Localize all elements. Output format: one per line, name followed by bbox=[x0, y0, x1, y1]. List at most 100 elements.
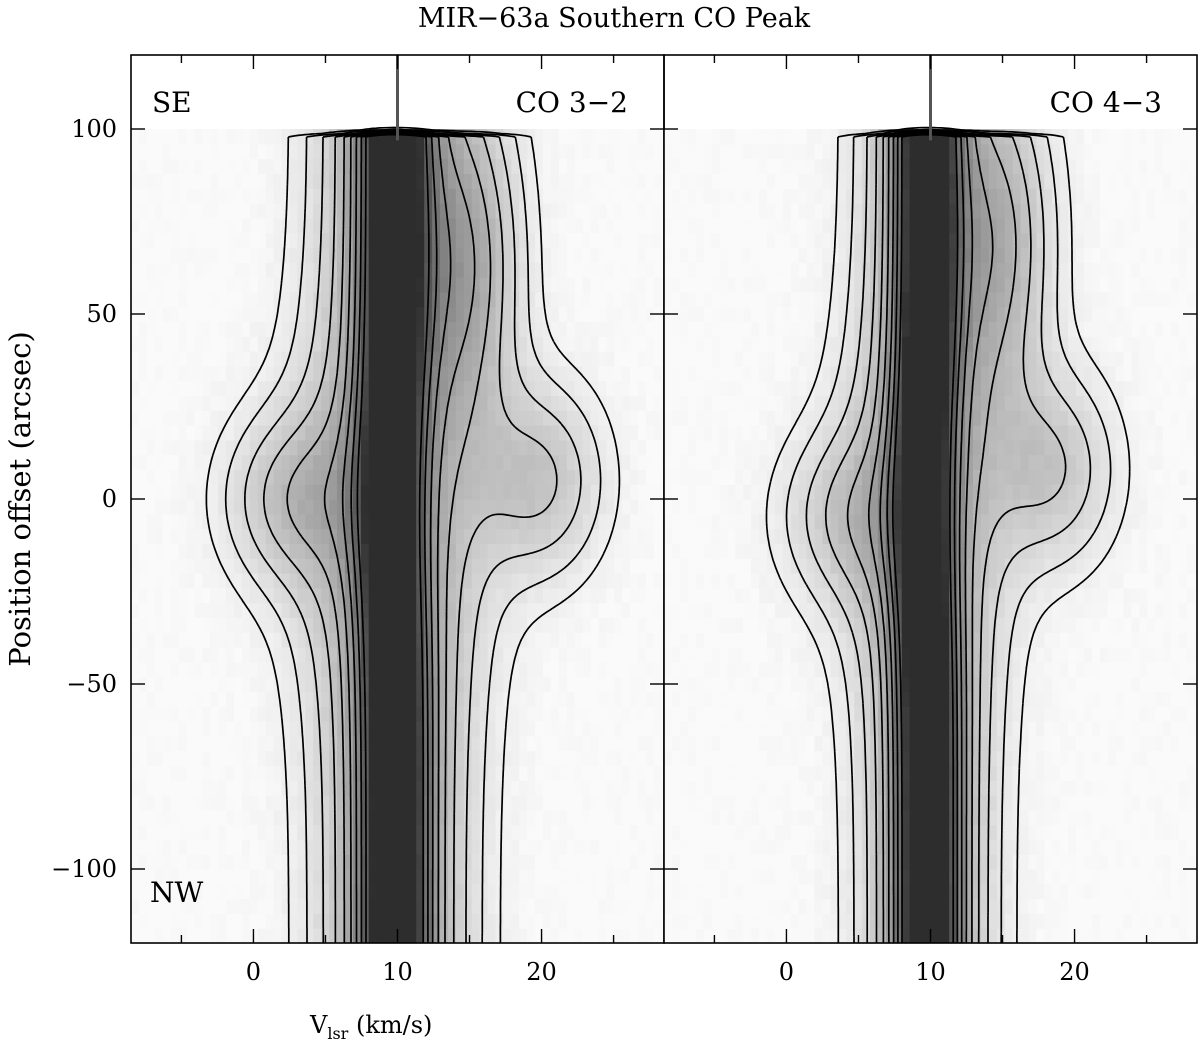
intensity-pixel bbox=[973, 809, 982, 826]
intensity-pixel bbox=[400, 854, 409, 870]
intensity-pixel bbox=[980, 735, 990, 752]
intensity-pixel bbox=[582, 839, 592, 855]
intensity-pixel bbox=[1068, 913, 1077, 929]
intensity-pixel bbox=[590, 691, 599, 707]
intensity-pixel bbox=[138, 365, 148, 382]
intensity-pixel bbox=[854, 750, 863, 766]
intensity-pixel bbox=[671, 691, 681, 707]
intensity-pixel bbox=[558, 765, 568, 781]
intensity-pixel bbox=[344, 143, 354, 160]
intensity-pixel bbox=[463, 247, 473, 263]
intensity-pixel bbox=[234, 839, 243, 855]
intensity-pixel bbox=[909, 898, 919, 914]
intensity-pixel bbox=[257, 528, 267, 544]
intensity-pixel bbox=[273, 158, 283, 174]
intensity-pixel bbox=[226, 129, 235, 145]
intensity-pixel bbox=[384, 380, 393, 396]
intensity-pixel bbox=[1083, 706, 1093, 722]
intensity-pixel bbox=[543, 158, 552, 174]
intensity-pixel bbox=[519, 262, 528, 278]
intensity-pixel bbox=[218, 262, 227, 278]
intensity-pixel bbox=[606, 617, 615, 633]
intensity-pixel bbox=[909, 750, 919, 766]
intensity-pixel bbox=[543, 750, 552, 766]
intensity-pixel bbox=[249, 854, 259, 870]
intensity-pixel bbox=[194, 676, 203, 692]
intensity-pixel bbox=[344, 854, 354, 870]
intensity-pixel bbox=[218, 217, 227, 234]
intensity-pixel bbox=[917, 824, 926, 840]
intensity-pixel bbox=[909, 735, 919, 752]
intensity-pixel bbox=[719, 691, 728, 707]
intensity-pixel bbox=[798, 735, 808, 752]
intensity-pixel bbox=[384, 883, 393, 900]
intensity-pixel bbox=[1004, 839, 1014, 855]
intensity-pixel bbox=[622, 587, 631, 604]
intensity-pixel bbox=[527, 839, 536, 855]
intensity-pixel bbox=[980, 898, 990, 914]
intensity-pixel bbox=[234, 232, 243, 248]
intensity-pixel bbox=[257, 617, 267, 633]
intensity-pixel bbox=[1131, 928, 1140, 943]
intensity-pixel bbox=[590, 321, 599, 337]
intensity-pixel bbox=[273, 691, 283, 707]
intensity-pixel bbox=[376, 425, 386, 441]
intensity-pixel bbox=[186, 602, 195, 618]
intensity-pixel bbox=[234, 913, 243, 929]
intensity-pixel bbox=[186, 795, 195, 811]
intensity-pixel bbox=[917, 676, 926, 692]
intensity-pixel bbox=[487, 883, 496, 900]
intensity-pixel bbox=[305, 558, 314, 574]
intensity-pixel bbox=[558, 232, 568, 248]
intensity-pixel bbox=[376, 291, 386, 308]
intensity-pixel bbox=[664, 854, 673, 870]
intensity-pixel bbox=[186, 158, 195, 174]
intensity-pixel bbox=[511, 809, 520, 826]
intensity-pixel bbox=[719, 750, 728, 766]
intensity-pixel bbox=[1068, 750, 1077, 766]
intensity-pixel bbox=[1012, 824, 1022, 840]
intensity-pixel bbox=[1052, 765, 1061, 781]
intensity-pixel bbox=[289, 454, 298, 470]
intensity-pixel bbox=[400, 395, 409, 411]
intensity-pixel bbox=[590, 484, 599, 500]
intensity-pixel bbox=[249, 913, 259, 929]
intensity-pixel bbox=[337, 647, 346, 663]
intensity-pixel bbox=[854, 854, 863, 870]
intensity-pixel bbox=[329, 854, 338, 870]
intensity-pixel bbox=[1020, 750, 1029, 766]
intensity-pixel bbox=[154, 173, 164, 189]
intensity-pixel bbox=[329, 928, 338, 943]
intensity-pixel bbox=[463, 439, 473, 456]
intensity-pixel bbox=[646, 484, 655, 500]
intensity-pixel bbox=[1052, 839, 1061, 855]
intensity-pixel bbox=[495, 854, 504, 870]
intensity-pixel bbox=[590, 395, 599, 411]
intensity-pixel bbox=[582, 439, 592, 456]
intensity-pixel bbox=[606, 765, 615, 781]
intensity-pixel bbox=[479, 454, 489, 470]
intensity-pixel bbox=[527, 795, 536, 811]
intensity-pixel bbox=[606, 632, 615, 648]
intensity-pixel bbox=[273, 528, 283, 544]
intensity-pixel bbox=[687, 898, 697, 914]
intensity-pixel bbox=[630, 543, 639, 559]
intensity-pixel bbox=[273, 321, 283, 337]
intensity-pixel bbox=[566, 735, 576, 752]
intensity-pixel bbox=[289, 780, 298, 796]
intensity-pixel bbox=[305, 410, 314, 426]
intensity-pixel bbox=[463, 691, 473, 707]
intensity-pixel bbox=[321, 795, 330, 811]
intensity-pixel bbox=[933, 721, 942, 737]
intensity-pixel bbox=[622, 750, 631, 766]
intensity-pixel bbox=[337, 277, 346, 293]
intensity-pixel bbox=[1083, 928, 1093, 943]
intensity-pixel bbox=[186, 558, 195, 574]
intensity-pixel bbox=[305, 454, 314, 470]
intensity-pixel bbox=[249, 632, 259, 648]
intensity-pixel bbox=[146, 217, 156, 234]
intensity-pixel bbox=[471, 484, 481, 500]
intensity-pixel bbox=[1076, 824, 1085, 840]
intensity-pixel bbox=[170, 543, 180, 559]
contour-level bbox=[205, 126, 621, 943]
